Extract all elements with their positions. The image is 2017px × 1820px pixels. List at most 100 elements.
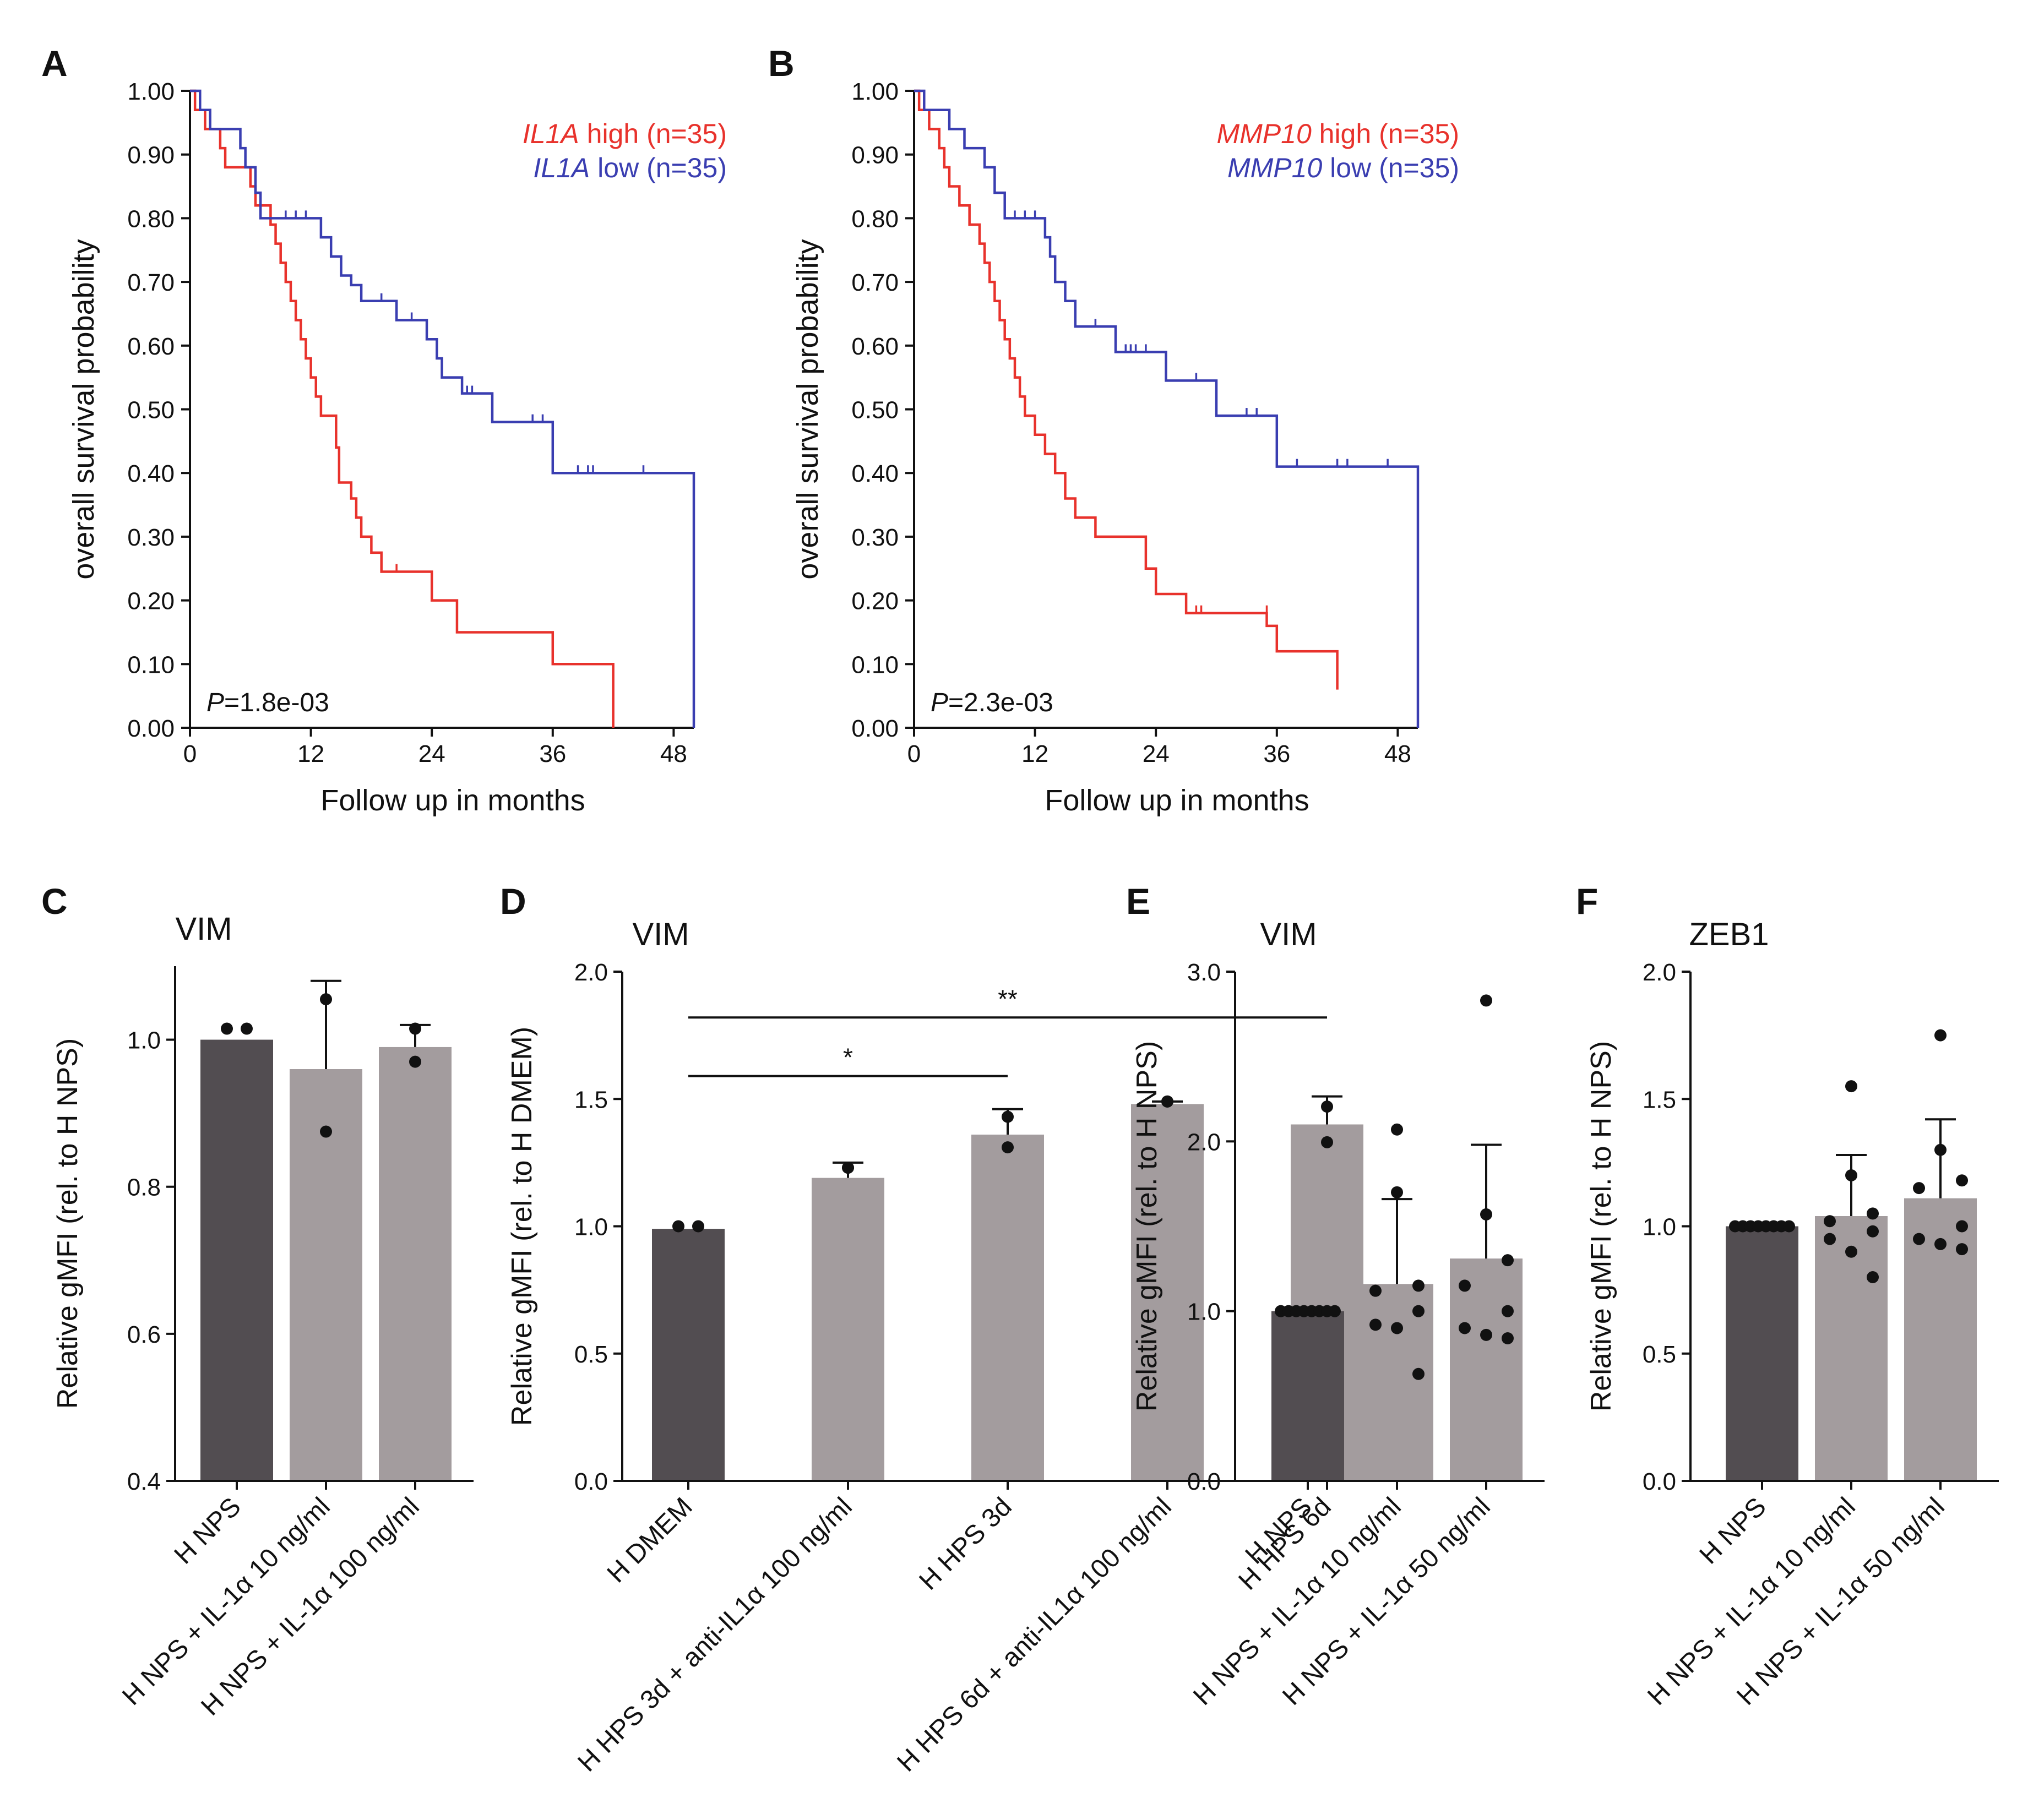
x-axis-title: Follow up in months <box>1045 784 1309 817</box>
data-point <box>1391 1123 1403 1136</box>
y-tick-label: 0.10 <box>851 651 899 678</box>
bar <box>971 1135 1044 1481</box>
survival-curve-high <box>914 89 1339 690</box>
legend-text: high (n=35) <box>579 118 727 149</box>
data-point <box>1867 1207 1879 1220</box>
data-point <box>1956 1220 1968 1233</box>
data-point <box>1845 1245 1857 1258</box>
y-tick-label: 0.80 <box>851 205 899 232</box>
category-label: H HPS 3d <box>914 1492 1017 1595</box>
x-tick-label: 36 <box>1263 740 1290 767</box>
x-tick-label: 12 <box>297 740 324 767</box>
survival-curve-low <box>190 89 695 728</box>
data-point <box>1369 1284 1382 1297</box>
data-point <box>1502 1332 1514 1344</box>
data-point <box>1329 1305 1341 1317</box>
legend-entry-high: IL1A high (n=35) <box>523 118 727 149</box>
data-point <box>1480 994 1492 1007</box>
p-value-symbol: P <box>206 688 224 717</box>
bar <box>1131 1104 1204 1481</box>
panel-label: C <box>41 881 68 922</box>
p-value: P=1.8e-03 <box>206 688 329 717</box>
data-point <box>1956 1243 1968 1256</box>
y-tick-label: 1.0 <box>574 1214 608 1241</box>
p-value-text: =1.8e-03 <box>224 688 329 717</box>
y-tick-label: 0.6 <box>127 1321 161 1348</box>
y-tick-label: 1.0 <box>1643 1214 1676 1241</box>
data-point <box>1369 1318 1382 1331</box>
data-point <box>1391 1322 1403 1334</box>
y-tick-label: 0.90 <box>851 142 899 169</box>
bar <box>290 1069 362 1481</box>
y-tick-label: 0.0 <box>1643 1468 1676 1495</box>
y-axis-title: Relative gMFI (rel. to H NPS) <box>1131 1041 1163 1412</box>
data-point <box>1824 1233 1836 1245</box>
data-point <box>672 1220 684 1233</box>
y-tick-label: 2.0 <box>574 959 608 986</box>
legend-entry-low: MMP10 low (n=35) <box>1227 152 1459 183</box>
data-point <box>1321 1136 1333 1148</box>
x-tick-label: 48 <box>1384 740 1411 767</box>
y-tick-label: 0.50 <box>851 397 899 424</box>
data-point <box>1480 1328 1492 1341</box>
x-tick-label: 0 <box>907 740 921 767</box>
data-point <box>1002 1110 1014 1123</box>
y-tick-label: 1.0 <box>127 1027 161 1054</box>
y-tick-label: 0.30 <box>127 524 175 551</box>
data-point <box>1934 1238 1947 1250</box>
y-axis-title: Relative gMFI (rel. to H DMEM) <box>506 1027 538 1426</box>
data-point <box>1412 1279 1425 1292</box>
bar <box>1450 1258 1523 1481</box>
y-tick-label: 1.5 <box>574 1086 608 1113</box>
panel-label: A <box>41 43 68 84</box>
data-point <box>1934 1143 1947 1156</box>
p-value-symbol: P <box>931 688 948 717</box>
y-tick-label: 0.50 <box>127 397 175 424</box>
data-point <box>409 1022 421 1035</box>
legend-gene: IL1A <box>523 118 579 149</box>
km-panel-b: B 0.00 0.10 0.20 0.30 0.40 0.50 0.60 0.70 0.80 0.9… <box>768 43 1459 817</box>
data-point <box>1913 1233 1925 1245</box>
data-point <box>320 1125 332 1138</box>
x-tick-label: 48 <box>660 740 687 767</box>
y-tick-label: 0.30 <box>851 524 899 551</box>
panel-label: E <box>1126 881 1150 922</box>
category-label: H HPS 3d + anti-IL1α 100 ng/ml <box>572 1492 857 1777</box>
y-tick-label: 0.00 <box>851 715 899 742</box>
y-tick-label: 1.00 <box>127 78 175 105</box>
bar <box>200 1039 273 1481</box>
y-tick-label: 0.20 <box>851 588 899 615</box>
data-point <box>1867 1271 1879 1283</box>
y-tick-label: 0.4 <box>127 1468 161 1495</box>
panel-label: D <box>500 881 526 922</box>
y-tick-label: 1.0 <box>1187 1299 1221 1326</box>
x-tick-label: 0 <box>183 740 197 767</box>
y-tick-label: 0.0 <box>574 1468 608 1495</box>
y-tick-label: 0.00 <box>127 715 175 742</box>
bar <box>1815 1216 1888 1481</box>
chart-title: VIM <box>632 917 689 952</box>
y-tick-label: 0.70 <box>851 269 899 296</box>
p-value-text: =2.3e-03 <box>948 688 1053 717</box>
data-point <box>1956 1174 1968 1187</box>
category-label: H NPS <box>1694 1492 1772 1570</box>
data-point <box>1321 1100 1333 1113</box>
x-axis-title: Follow up in months <box>320 784 585 817</box>
y-tick-label: 0.10 <box>127 651 175 678</box>
bar <box>812 1178 884 1481</box>
survival-curve-high <box>190 89 615 728</box>
data-point <box>1391 1186 1403 1198</box>
data-point <box>1002 1141 1014 1154</box>
data-point <box>1459 1279 1471 1292</box>
data-point <box>1459 1322 1471 1334</box>
data-point <box>1412 1367 1425 1380</box>
chart-title: VIM <box>175 911 232 947</box>
y-tick-label: 1.5 <box>1643 1086 1676 1113</box>
y-tick-label: 2.0 <box>1187 1129 1221 1156</box>
legend-text: low (n=35) <box>1322 152 1459 183</box>
legend-entry-low: IL1A low (n=35) <box>533 152 727 183</box>
data-point <box>1867 1225 1879 1238</box>
survival-curve-low <box>914 89 1420 728</box>
y-tick-label: 0.8 <box>127 1174 161 1201</box>
y-tick-label: 3.0 <box>1187 959 1221 986</box>
